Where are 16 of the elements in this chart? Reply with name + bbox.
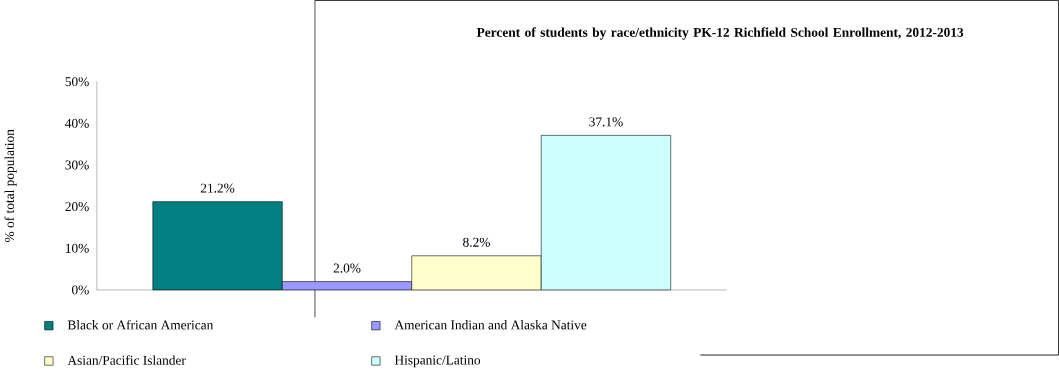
y-axis-title: % of total population	[4, 129, 17, 243]
y-tick-label: 40%	[65, 119, 89, 129]
legend-label: Hispanic/Latino	[394, 355, 481, 368]
data-label: 8.2%	[463, 237, 490, 248]
y-tick-label: 20%	[65, 202, 89, 212]
chart-title: Percent of students by race/ethnicity PK-12 Richfield School Enrollment, 2012-2013	[476, 27, 964, 40]
legend-label: American Indian and Alaska Native	[394, 320, 587, 330]
y-tick-label: 0%	[71, 285, 89, 295]
y-tick-label: 10%	[65, 243, 89, 254]
data-label: 37.1%	[589, 117, 623, 127]
legend-label: Black or African American	[67, 320, 214, 330]
data-label: 2.0%	[333, 263, 361, 273]
y-tick-label: 50%	[65, 77, 89, 87]
data-label: 21.2%	[200, 183, 235, 193]
legend-label: Asian/Pacific Islander	[67, 355, 186, 366]
y-tick-label: 30%	[65, 160, 89, 170]
